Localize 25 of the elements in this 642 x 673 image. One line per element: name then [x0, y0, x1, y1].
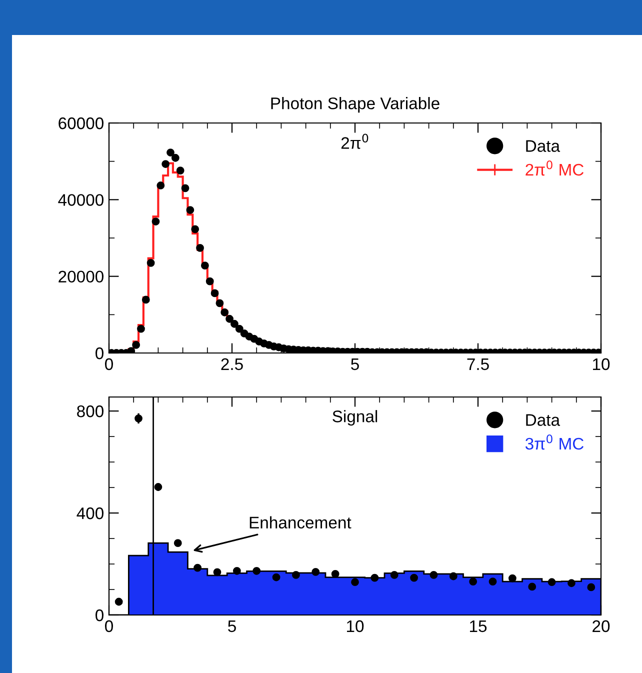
y-tick-label: 800 — [77, 405, 104, 418]
legend-label: 2π$^{0}$ MC — [526, 160, 584, 176]
y-tick-label: 0 — [96, 609, 104, 622]
x-tick-label: 10 — [593, 358, 610, 370]
x-tick-label: 10 — [347, 620, 364, 632]
legend-label: Data — [526, 140, 560, 152]
annotation: Enhancement — [250, 516, 352, 529]
y-tick-label: 400 — [76, 507, 104, 520]
x-tick-label: 7.5 — [467, 358, 489, 370]
x-tick-label: 0 — [105, 358, 113, 370]
legend-label: 3π$^{0}$ MC — [525, 434, 584, 450]
legend-label: Data — [526, 414, 560, 426]
y-tick-label: 0 — [96, 347, 104, 360]
annotation: Signal — [332, 410, 378, 426]
x-tick-label: 15 — [470, 620, 487, 632]
x-tick-label: 5 — [228, 620, 236, 632]
annotation: 2π$^{0}$ — [341, 134, 368, 149]
x-tick-label: 5 — [351, 358, 359, 370]
y-tick-label: 60000 — [58, 117, 104, 130]
y-tick-label: 20000 — [58, 270, 104, 283]
y-tick-label: 40000 — [58, 194, 104, 206]
x-tick-label: 20 — [592, 620, 610, 632]
x-tick-label: 2.5 — [221, 358, 243, 370]
x-tick-label: 0 — [105, 620, 113, 632]
chart-title: Photon Shape Variable — [271, 97, 440, 113]
